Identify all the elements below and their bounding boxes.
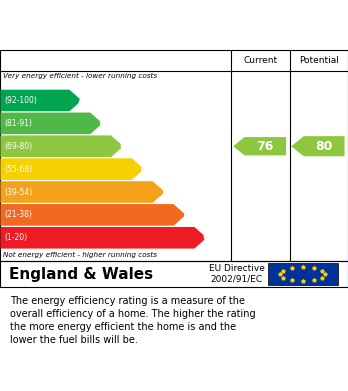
Text: (1-20): (1-20)	[4, 233, 27, 242]
Text: (69-80): (69-80)	[4, 142, 32, 151]
Polygon shape	[0, 113, 102, 134]
Text: Not energy efficient - higher running costs: Not energy efficient - higher running co…	[3, 251, 158, 258]
Polygon shape	[0, 181, 165, 203]
Text: (81-91): (81-91)	[4, 119, 32, 128]
Text: Current: Current	[243, 56, 278, 65]
Text: England & Wales: England & Wales	[9, 267, 153, 282]
Text: EU Directive
2002/91/EC: EU Directive 2002/91/EC	[209, 264, 264, 284]
Polygon shape	[0, 227, 207, 249]
Polygon shape	[0, 90, 81, 111]
Text: E: E	[161, 185, 169, 199]
Text: G: G	[203, 231, 212, 244]
Text: B: B	[98, 117, 108, 130]
Text: The energy efficiency rating is a measure of the
overall efficiency of a home. T: The energy efficiency rating is a measur…	[10, 296, 256, 345]
Text: D: D	[140, 163, 150, 176]
Text: (39-54): (39-54)	[4, 188, 32, 197]
Text: Potential: Potential	[299, 56, 339, 65]
Text: (55-68): (55-68)	[4, 165, 32, 174]
Text: 76: 76	[256, 140, 274, 153]
Text: (92-100): (92-100)	[4, 96, 37, 105]
Text: (21-38): (21-38)	[4, 210, 32, 219]
Text: Energy Efficiency Rating: Energy Efficiency Rating	[9, 18, 219, 32]
Text: Very energy efficient - lower running costs: Very energy efficient - lower running co…	[3, 73, 158, 79]
Polygon shape	[0, 135, 123, 157]
Polygon shape	[233, 137, 286, 155]
Text: A: A	[78, 94, 87, 107]
Bar	[268, 263, 338, 285]
Polygon shape	[291, 136, 345, 156]
Text: 80: 80	[315, 140, 333, 153]
Polygon shape	[0, 204, 186, 226]
Polygon shape	[0, 158, 144, 180]
Text: C: C	[120, 140, 128, 153]
Text: F: F	[182, 208, 190, 221]
